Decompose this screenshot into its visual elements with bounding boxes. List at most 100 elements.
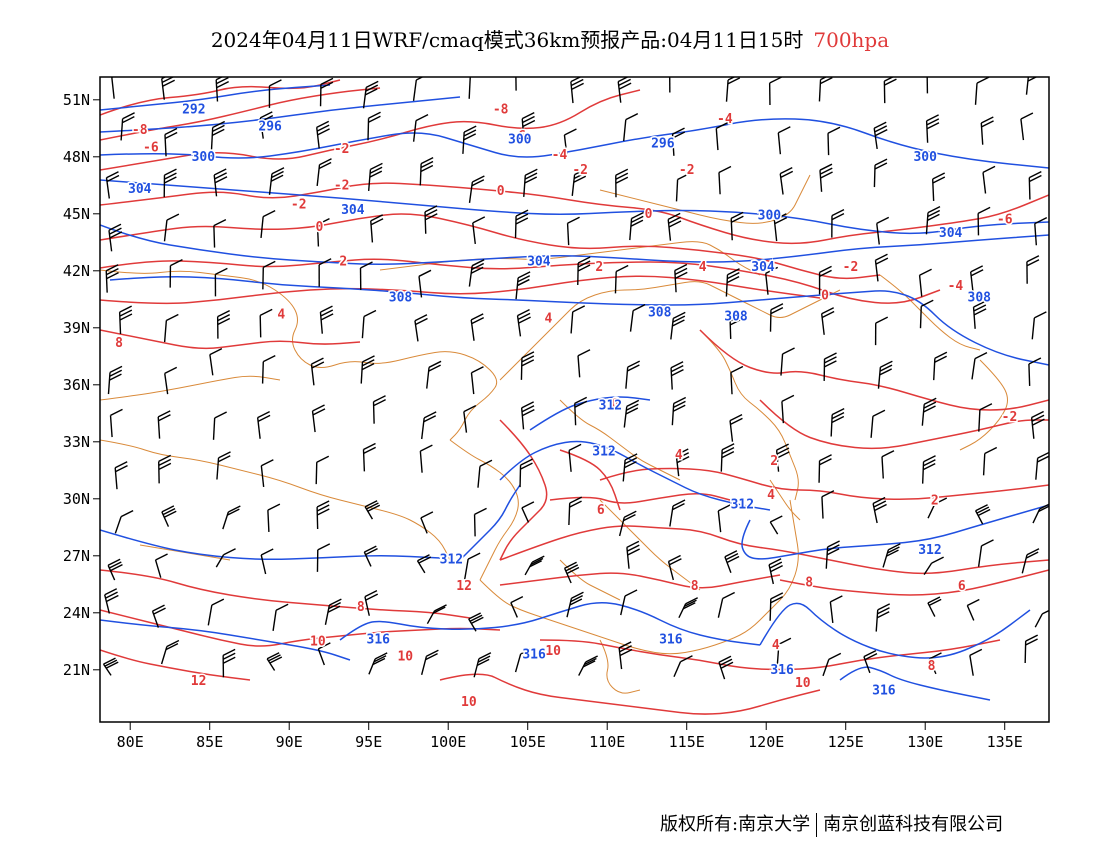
wind-barb [421, 411, 437, 440]
wind-barb [212, 411, 227, 440]
wind-barb [724, 550, 740, 574]
wind-barb [1034, 216, 1048, 246]
wind-barb [105, 264, 119, 293]
height-contour-label: 296 [258, 119, 282, 134]
wind-barb [769, 592, 784, 621]
x-tick-label: 115E [669, 733, 705, 751]
temperature-contour-label: 2 [931, 494, 939, 509]
temperature-contour-label: -8 [132, 123, 148, 138]
temperature-contour-line [779, 569, 1049, 596]
boundary-line [699, 329, 799, 501]
wind-barb [926, 77, 929, 94]
wind-barb [316, 218, 330, 247]
wind-barb [424, 205, 438, 234]
wind-barb [161, 505, 177, 527]
wind-barb [781, 394, 795, 424]
wind-barb [419, 444, 433, 473]
wind-barb [671, 396, 687, 426]
wind-barb [870, 409, 886, 438]
wind-barb [210, 120, 225, 150]
wind-barb [214, 267, 228, 297]
wind-barb [316, 120, 330, 149]
wind-barb [468, 175, 485, 203]
wind-barb [563, 128, 577, 157]
wind-barb [514, 209, 529, 239]
height-contour-layer [100, 84, 1049, 701]
wind-barb [977, 206, 991, 236]
wind-barb [261, 354, 276, 384]
wind-barb [818, 454, 832, 483]
wind-barb [873, 158, 888, 188]
height-contour-line [839, 666, 991, 701]
height-contour-line [741, 504, 1049, 560]
wind-barb [412, 113, 429, 142]
wind-barb [980, 116, 994, 145]
wind-barb [111, 77, 115, 99]
wind-barb [626, 540, 640, 569]
height-contour-line [759, 602, 1031, 659]
height-contour-label: 292 [182, 102, 205, 117]
wind-barb [470, 313, 485, 341]
temperature-contour-line [549, 492, 731, 504]
wind-barb [768, 77, 782, 106]
wind-barb [316, 500, 330, 530]
wind-barb [151, 604, 166, 628]
height-contour-line [100, 96, 461, 133]
wind-barb [416, 554, 432, 574]
wind-barb [222, 648, 236, 678]
wind-barb [769, 515, 783, 535]
temperature-contour-label: 4 [699, 260, 707, 275]
wind-barb [925, 205, 941, 235]
temperature-contour-label: 0 [1064, 439, 1072, 454]
wind-barb [776, 637, 792, 666]
wind-barb [873, 121, 888, 150]
temperature-contour-label: 4 [772, 638, 780, 653]
wind-barb [863, 650, 878, 674]
wind-barb [622, 453, 638, 482]
wind-barb [316, 158, 332, 187]
wind-barb [510, 595, 524, 618]
temperature-contour-line [699, 329, 1049, 411]
boundary-line [599, 174, 811, 224]
wind-barb [472, 216, 486, 245]
wind-barb [473, 652, 492, 678]
wind-barb [730, 211, 744, 241]
wind-barb [215, 548, 236, 568]
y-tick-label: 51N [63, 91, 90, 109]
y-tick-label: 42N [63, 262, 90, 280]
wind-barb [578, 655, 598, 676]
wind-barb [470, 366, 484, 395]
wind-barb [468, 612, 484, 632]
wind-barb [780, 347, 795, 376]
wind-barb [157, 410, 171, 439]
temperature-contour-label: 6 [611, 397, 619, 412]
wind-barb [614, 264, 629, 294]
x-tick-label: 105E [510, 733, 546, 751]
wind-barb [462, 125, 477, 154]
temperature-contour-line [499, 572, 781, 589]
wind-barb [107, 558, 123, 581]
x-tick-label: 120E [748, 733, 784, 751]
temperature-contour-label: 2 [595, 260, 603, 275]
wind-barb [877, 360, 893, 389]
title-main: 2024年04月11日WRF/cmaq模式36km预报产品:04月11日15时 [210, 28, 804, 52]
temperature-contour-label: 10 [310, 634, 326, 649]
wind-barb [324, 598, 342, 625]
wind-barb [160, 639, 180, 665]
boundary-line [769, 479, 801, 521]
wind-barb [420, 649, 439, 675]
temperature-contour-label: -6 [143, 140, 159, 155]
wind-barb [463, 404, 477, 433]
wind-barb [105, 171, 120, 199]
x-tick-label: 80E [117, 733, 144, 751]
height-contour-label: 304 [939, 226, 963, 241]
temperature-contour-label: 8 [115, 336, 123, 351]
wind-barb [928, 652, 942, 675]
wind-barb [577, 349, 591, 378]
wind-barb [730, 365, 744, 395]
wind-barb [618, 641, 633, 670]
temperature-contour-label: 8 [928, 659, 936, 674]
wind-barb [566, 216, 580, 246]
height-contour-line [109, 276, 1049, 366]
wind-barb [919, 299, 934, 329]
